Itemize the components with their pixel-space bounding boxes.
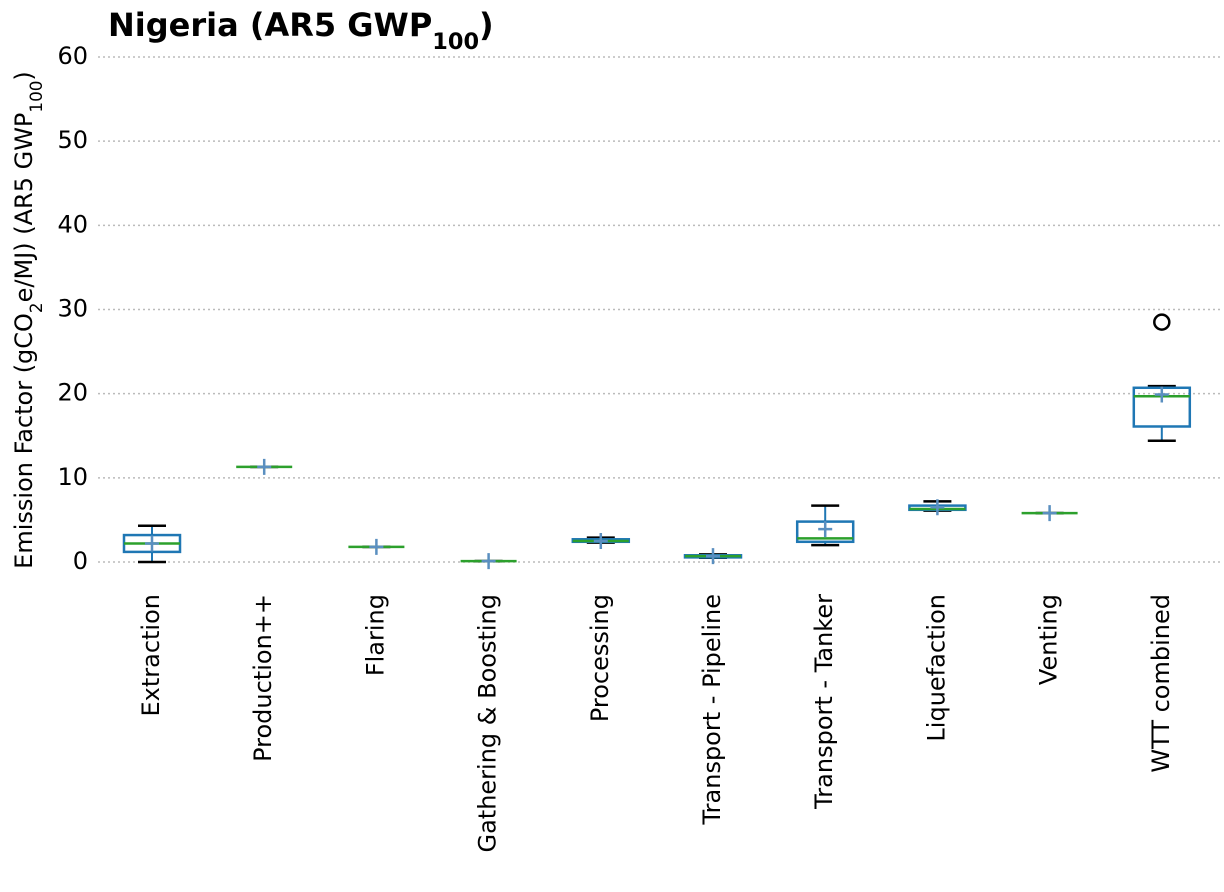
mean-marker [369,538,384,555]
mean-marker [706,548,720,565]
mean-marker [1042,505,1057,522]
mean-marker [257,458,272,475]
x-tick-label: Transport - Pipeline [698,594,726,825]
y-tick-label: 0 [73,547,88,575]
subscript: 100 [432,29,479,55]
y-tick-label: 30 [57,295,88,323]
x-tick-label: Transport - Tanker [810,594,838,810]
y-tick-label: 20 [57,379,88,407]
y-tick-label: 50 [57,126,88,154]
subscript: 2 [26,302,46,313]
y-tick-label: 60 [57,42,88,70]
text-part: ) [10,71,38,80]
text-part: Emission Factor (gCO [10,313,38,569]
text-part: ) [479,6,494,44]
subscript: 100 [26,81,46,113]
chart-title: Nigeria (AR5 GWP100) [108,6,494,55]
x-tick-label: Extraction [137,594,165,717]
outlier [1153,313,1171,331]
mean-marker [818,521,833,538]
y-tick-label: 40 [57,210,88,238]
x-tick-label: Gathering & Boosting [474,594,502,853]
x-tick-label: Liquefaction [922,594,950,742]
x-tick-label: Venting [1035,594,1063,685]
y-axis-label: Emission Factor (gCO2e/MJ) (AR5 GWP100) [10,71,46,569]
x-tick-label: Flaring [361,594,389,676]
text-part: e/MJ) (AR5 GWP [10,113,38,303]
mean-marker [930,499,945,516]
mean-marker [1154,386,1169,403]
mean-marker [481,553,496,570]
x-tick-label: Processing [586,594,614,722]
text-part: Nigeria (AR5 GWP [108,6,432,44]
mean-marker [145,535,159,552]
y-tick-label: 10 [57,463,88,491]
x-tick-label: Production++ [249,594,277,762]
x-tick-label: WTT combined [1147,594,1175,773]
mean-marker [593,532,608,549]
